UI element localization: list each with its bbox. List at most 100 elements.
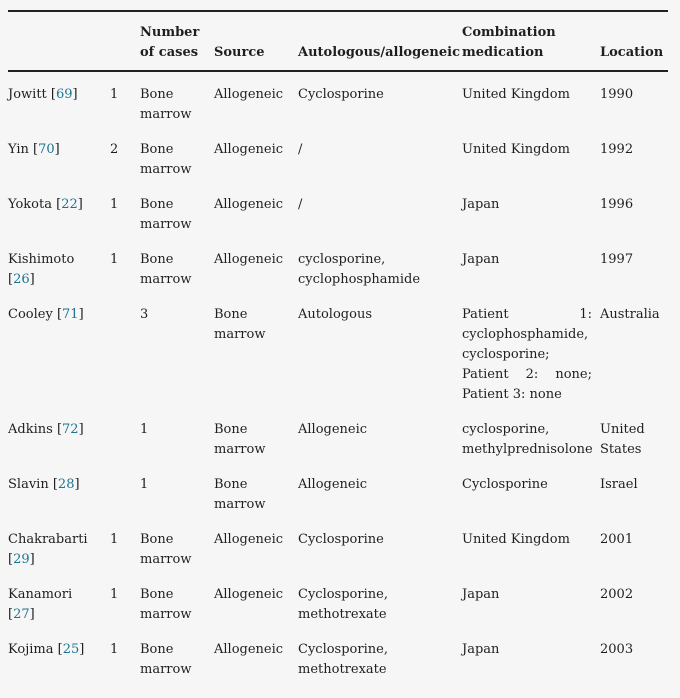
citation-link[interactable]: 72	[62, 422, 79, 437]
citation-link[interactable]: 26	[13, 272, 30, 287]
cell-type: /	[298, 197, 303, 212]
cell-narrow: 1	[110, 197, 119, 212]
cell-narrow: 1	[110, 252, 119, 267]
table-row: Jowitt [69] 1 Bone marrow Allogeneic Cyc…	[8, 71, 668, 131]
cell-source: Allogeneic	[214, 252, 284, 267]
author-name: Yokota	[8, 197, 52, 212]
citation-link[interactable]: 71	[62, 307, 79, 322]
cell-type: Cyclosporine	[298, 532, 384, 547]
cell-type: Cyclosporine, methotrexate	[298, 642, 388, 677]
author-cell: Yin [70]	[8, 131, 110, 186]
table-row: Slavin [28] 1 Bone marrow Allogeneic Cyc…	[8, 466, 668, 521]
author-cell: Jowitt [69]	[8, 71, 110, 131]
author-cell: Slavin [28]	[8, 466, 110, 521]
cell-cases: Bone marrow	[140, 87, 192, 122]
cell-location: 2001	[600, 532, 634, 547]
author-cell: Kanamori [27]	[8, 576, 110, 631]
citation-brackets: [69]	[50, 87, 78, 102]
header-source: Source	[214, 10, 298, 72]
author-cell: Adkins [72]	[8, 411, 110, 466]
cell-narrow: 2	[110, 142, 119, 157]
cell-type: Cyclosporine, methotrexate	[298, 587, 388, 622]
cell-cases: 1	[140, 477, 149, 492]
cell-location: 2003	[600, 642, 634, 657]
table-row: Kanamori [27] 1 Bone marrow Allogeneic C…	[8, 576, 668, 631]
cell-source: Allogeneic	[214, 642, 284, 657]
cell-cases: Bone marrow	[140, 532, 192, 567]
cell-type: Cyclosporine	[298, 87, 384, 102]
citation-brackets: [71]	[56, 307, 84, 322]
cell-medication: Japan	[462, 587, 500, 602]
citation-link[interactable]: 28	[57, 477, 75, 492]
cell-location: 1997	[600, 252, 634, 267]
cell-narrow	[110, 296, 140, 411]
header-autologous-allogeneic: Autologous/allogeneic	[298, 10, 462, 72]
citation-link[interactable]: 22	[61, 197, 78, 212]
header-number-of-cases: Number of cases	[140, 10, 214, 72]
cell-source: Allogeneic	[214, 142, 284, 157]
cell-medication: United Kingdom	[462, 532, 570, 547]
citation-link[interactable]: 27	[13, 607, 30, 622]
cell-source: Bone marrow	[214, 307, 266, 342]
cell-location: Australia	[600, 307, 660, 322]
cell-medication: Japan	[462, 197, 500, 212]
citation-link[interactable]: 69	[56, 87, 73, 102]
cell-medication: United Kingdom	[462, 87, 570, 102]
header-narrow	[110, 10, 140, 72]
cell-narrow: 1	[110, 532, 119, 547]
header-location: Location	[600, 10, 668, 72]
cell-narrow: 1	[110, 642, 119, 657]
citation-brackets: [28]	[52, 477, 80, 492]
cell-cases: Bone marrow	[140, 642, 192, 677]
citation-brackets: [72]	[56, 422, 84, 437]
table-row: Adkins [72] 1 Bone marrow Allogeneic cyc…	[8, 411, 668, 466]
cell-source: Allogeneic	[214, 587, 284, 602]
author-cell: Chakrabarti [29]	[8, 521, 110, 576]
author-name: Jowitt	[8, 87, 47, 102]
header-author	[8, 10, 110, 72]
citation-brackets: [27]	[8, 607, 35, 622]
cell-location: Israel	[600, 477, 638, 492]
cell-location: 1990	[600, 87, 634, 102]
author-cell: Kojima [25]	[8, 631, 110, 686]
author-cell: Kishimoto [26]	[8, 241, 110, 296]
cell-medication: cyclosporine, methylprednisolone	[462, 422, 593, 457]
author-name: Kojima	[8, 642, 54, 657]
cell-narrow: 1	[110, 87, 119, 102]
header-combination-medication: Combination medication	[462, 10, 600, 72]
author-name: Slavin	[8, 477, 49, 492]
cell-type: Allogeneic	[298, 477, 368, 492]
table-row: Kojima [25] 1 Bone marrow Allogeneic Cyc…	[8, 631, 668, 686]
citation-link[interactable]: 25	[62, 642, 80, 657]
cell-location: 1996	[600, 197, 634, 212]
case-reports-table: Number of cases Source Autologous/alloge…	[8, 10, 668, 686]
cell-type: Allogeneic	[298, 422, 368, 437]
cell-medication: Japan	[462, 642, 500, 657]
citation-brackets: [26]	[8, 272, 35, 287]
cell-source: Allogeneic	[214, 532, 284, 547]
citation-brackets: [29]	[8, 552, 35, 567]
table-row: Yokota [22] 1 Bone marrow Allogeneic / J…	[8, 186, 668, 241]
cell-narrow	[110, 466, 140, 521]
cell-cases: 1	[140, 422, 149, 437]
cell-medication: Patient 1: cyclophosphamide, cyclosporin…	[462, 307, 592, 402]
cell-narrow: 1	[110, 587, 119, 602]
citation-link[interactable]: 29	[13, 552, 30, 567]
cell-narrow	[110, 411, 140, 466]
cell-cases: Bone marrow	[140, 587, 192, 622]
author-name: Kishimoto	[8, 252, 75, 267]
table-row: Chakrabarti [29] 1 Bone marrow Allogenei…	[8, 521, 668, 576]
author-cell: Cooley [71]	[8, 296, 110, 411]
table-body: Jowitt [69] 1 Bone marrow Allogeneic Cyc…	[8, 71, 668, 686]
cell-location: United States	[600, 422, 645, 457]
author-name: Adkins	[8, 422, 53, 437]
cell-cases: Bone marrow	[140, 197, 192, 232]
citation-link[interactable]: 70	[38, 142, 55, 157]
citation-brackets: [25]	[57, 642, 85, 657]
cell-type: Autologous	[298, 307, 372, 322]
cell-type: /	[298, 142, 303, 157]
cell-cases: Bone marrow	[140, 252, 192, 287]
cell-location: 1992	[600, 142, 634, 157]
table-row: Kishimoto [26] 1 Bone marrow Allogeneic …	[8, 241, 668, 296]
cell-cases: Bone marrow	[140, 142, 192, 177]
